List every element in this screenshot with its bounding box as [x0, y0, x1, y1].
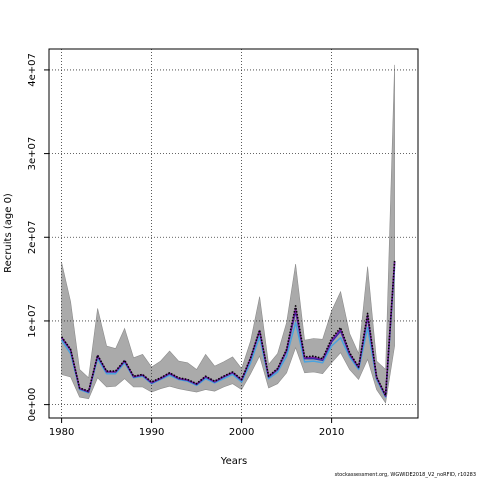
y-tick-label-2: 2e+07	[27, 220, 38, 254]
x-tick-label-2: 2000	[229, 427, 254, 438]
x-tick-label-0: 1980	[49, 427, 74, 438]
x-axis-title: Years	[220, 456, 247, 467]
y-tick-label-0: 0e+00	[27, 388, 38, 422]
series-line-1	[60, 266, 396, 398]
plot-area	[49, 49, 418, 418]
y-tick-label-3: 3e+07	[27, 137, 38, 171]
x-tick-label-3: 2010	[319, 427, 344, 438]
y-tick-label-4: 4e+07	[27, 53, 38, 87]
y-axis-title: Recruits (age 0)	[3, 193, 14, 273]
x-tick-label-1: 1990	[139, 427, 164, 438]
footer-credit: stockassessment.org, WGWIDE2018_V2_noRFI…	[334, 472, 476, 478]
confidence-band-0	[61, 64, 395, 404]
axes: 1980 1990 2000 2010 0e+00 1e+07 2e+07 3e+07 4e+0…	[27, 48, 419, 438]
y-tick-label-1: 1e+07	[27, 304, 38, 338]
series-line-3	[60, 261, 396, 397]
plot-frame	[48, 48, 419, 419]
